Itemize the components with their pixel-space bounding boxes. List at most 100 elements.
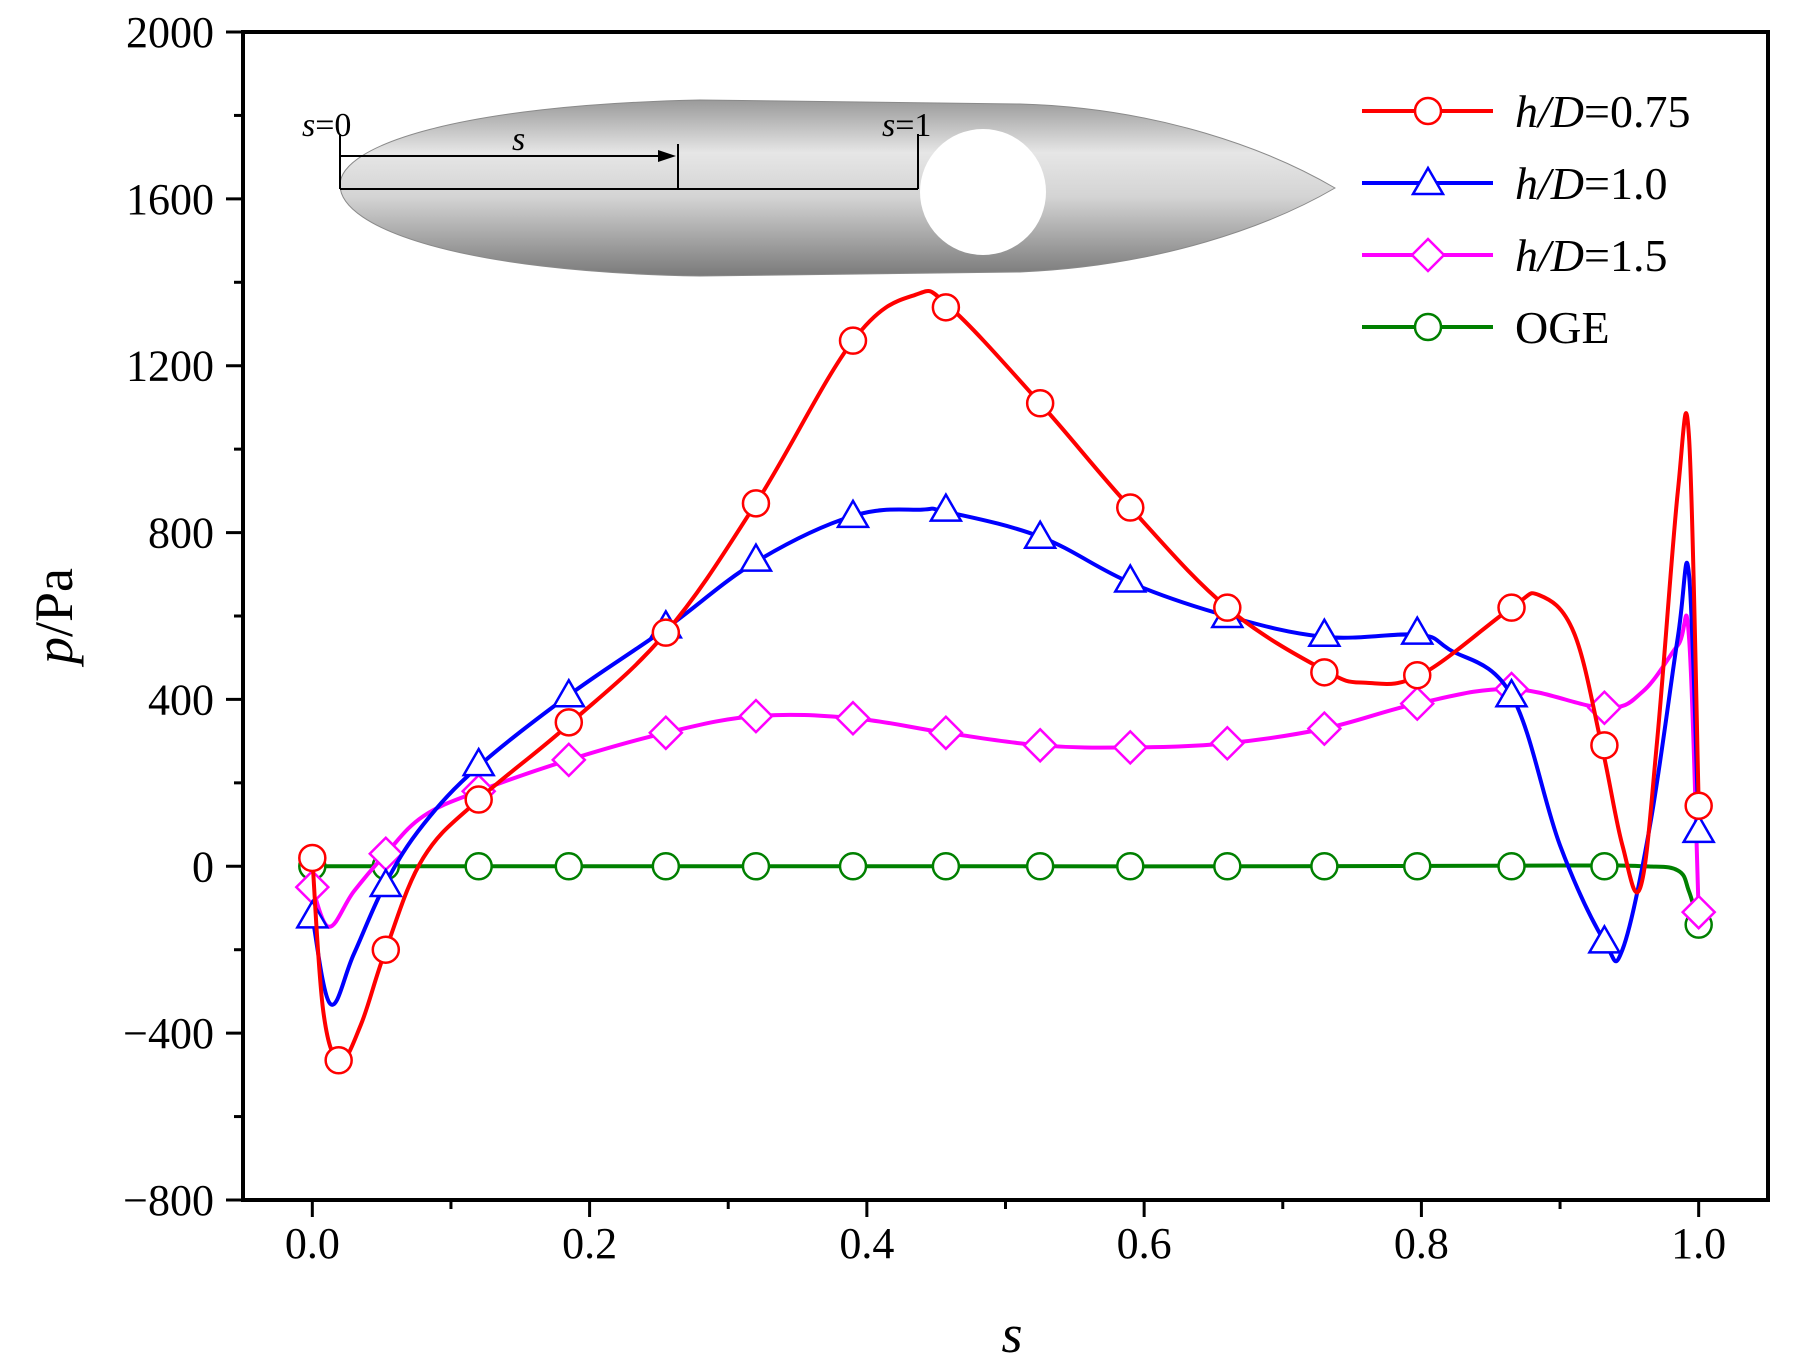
hull-inset: s=0 s s=1 [302,99,1336,277]
legend-label: h/D=1.0 [1515,158,1667,209]
data-point [741,489,771,518]
data-point [1116,493,1145,522]
y-tick-label: 1200 [126,342,214,391]
y-tick-label: −400 [123,1009,214,1058]
x-axis-title: s [1001,1304,1022,1364]
data-point [1590,731,1619,760]
legend-item-oge: OGE [1362,302,1610,353]
data-point [1590,852,1619,881]
data-point [1497,852,1526,881]
data-point [741,852,771,881]
data-point [1494,677,1529,708]
data-point [324,1046,353,1075]
series-line [312,863,1701,926]
inset-arrow-head [658,150,676,162]
data-point [1025,852,1055,881]
data-point [1310,658,1339,687]
legend-marker [1413,96,1443,126]
x-tick-label: 0.0 [285,1219,340,1268]
data-point [931,293,961,322]
data-point [554,708,584,737]
data-point [835,700,871,736]
legend-marker [1410,165,1446,196]
data-point [1022,519,1058,549]
data-point [1399,685,1436,722]
x-tick-label: 1.0 [1671,1219,1726,1268]
y-tick-label: 400 [148,675,214,724]
data-point [464,852,493,881]
legend: h/D=0.75 h/D=1.0 h/D=1.5 OGE [1362,86,1690,353]
data-point [1403,852,1432,881]
x-tick-label: 0.2 [562,1219,617,1268]
y-tick-label: 0 [192,842,214,891]
y-tick-label: 2000 [126,8,214,57]
data-point [1213,852,1242,881]
data-point [1116,852,1145,881]
data-point [838,326,868,355]
data-point [1209,725,1246,761]
data-point [1307,617,1342,648]
series-line [310,506,1701,1007]
data-point [738,542,774,572]
series-oge [298,852,1713,939]
data-point [1113,563,1148,593]
data-point [651,618,681,647]
data-point [1680,894,1717,930]
series-layer [294,288,1717,1075]
y-axis-title: p/Pa [24,568,84,668]
axes: 0.0 0.2 0.4 0.6 0.8 1.0 −800 −400 0 400 800 1200 160… [123,8,1726,1268]
x-tick-label: 0.6 [1117,1219,1172,1268]
data-point [1213,593,1242,622]
data-point [738,698,774,734]
data-point [551,742,587,778]
legend-item-h-d-1-0: h/D=1.0 [1362,158,1667,209]
data-point [928,492,964,522]
series-h-d-1-0 [295,492,1716,1007]
data-point [838,852,868,881]
data-point [651,852,681,881]
x-tick-label: 0.4 [839,1219,894,1268]
data-point [928,715,964,751]
series-line [310,613,1701,929]
data-point [1497,593,1526,622]
series-line [310,288,1701,1063]
data-point [464,785,493,814]
data-point [648,715,684,751]
data-point [1310,852,1339,881]
y-tick-label: 800 [148,509,214,558]
data-point [551,677,586,708]
data-point [1112,729,1149,766]
legend-item-h-d-1-5: h/D=1.5 [1362,230,1667,281]
legend-item-h-d-0-75: h/D=0.75 [1362,86,1690,137]
series-h-d-0-75 [298,288,1713,1075]
hull-cutout-circle [920,129,1046,255]
legend-label: h/D=0.75 [1515,86,1690,137]
inset-label-s: s [512,121,525,158]
data-point [295,898,330,929]
data-point [461,746,496,777]
data-point [554,852,584,881]
data-point [368,867,403,898]
data-point [931,852,961,881]
legend-label: OGE [1515,302,1610,353]
inset-label-s1: s=1 [882,107,931,144]
data-point [1025,389,1055,418]
series-h-d-1-5 [294,613,1717,930]
data-point [1022,727,1058,764]
data-point [1684,791,1713,821]
data-point [1403,660,1432,690]
data-point [1400,615,1435,645]
y-tick-label: 1600 [126,175,214,224]
data-point [1681,813,1716,844]
legend-marker [1410,237,1446,273]
legend-label: h/D=1.5 [1515,230,1667,281]
data-point [1306,710,1343,747]
data-point [298,843,327,873]
y-tick-label: −800 [123,1176,214,1225]
legend-marker [1413,312,1443,342]
data-point [1587,923,1622,954]
inset-label-s0: s=0 [302,107,351,144]
x-tick-label: 0.8 [1394,1219,1449,1268]
data-point [835,498,871,529]
